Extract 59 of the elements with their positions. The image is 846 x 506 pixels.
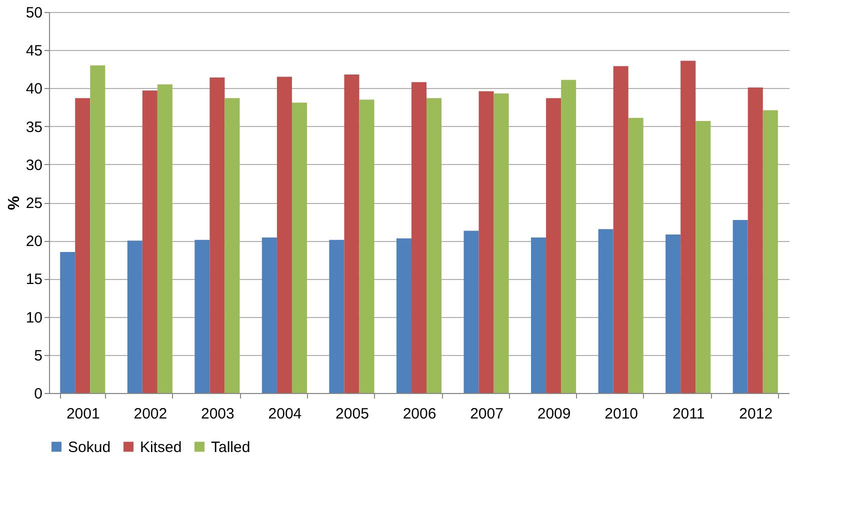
legend-label: Sokud <box>68 438 111 456</box>
x-tick-label: 2007 <box>470 406 504 422</box>
x-tick-label: 2012 <box>739 406 773 422</box>
bar <box>90 65 106 393</box>
y-tick-label: 25 <box>26 195 42 212</box>
y-tick-label: 5 <box>34 347 42 364</box>
y-tick-label: 15 <box>26 271 42 288</box>
bar <box>127 240 142 393</box>
x-tick-label: 2002 <box>134 406 168 422</box>
bar <box>224 98 240 393</box>
bar <box>598 229 614 393</box>
legend-label: Talled <box>211 438 250 456</box>
bar <box>75 98 90 393</box>
bar <box>561 80 576 393</box>
x-tick-label: 2005 <box>336 406 369 422</box>
bar <box>329 240 344 393</box>
y-tick-label: 30 <box>26 156 42 174</box>
y-tick-label: 20 <box>26 233 42 250</box>
bar <box>142 90 158 393</box>
x-tick-label: 2011 <box>672 406 705 422</box>
y-tick-label: 35 <box>26 118 42 136</box>
bar <box>426 98 442 393</box>
bar <box>748 87 763 393</box>
bar <box>613 66 628 393</box>
bar <box>344 74 360 393</box>
bar <box>732 220 748 393</box>
y-tick-label: 10 <box>26 309 42 326</box>
bar <box>60 252 76 393</box>
bar <box>696 120 711 393</box>
bar <box>680 60 696 393</box>
bar <box>531 238 546 393</box>
y-tick-label: 45 <box>26 42 42 60</box>
x-tick-label: 2009 <box>537 406 571 422</box>
bar <box>157 84 172 393</box>
x-tick-label: 2006 <box>402 406 436 422</box>
bar <box>276 76 292 393</box>
bar <box>494 94 509 393</box>
bar <box>359 100 374 393</box>
bar <box>292 102 307 393</box>
bar <box>396 238 412 393</box>
bar <box>546 98 562 393</box>
bar <box>411 82 427 393</box>
bar <box>262 238 277 393</box>
y-tick-label: 50 <box>26 4 42 22</box>
bar <box>666 234 681 393</box>
bar <box>210 78 225 393</box>
x-tick-label: 2003 <box>200 406 234 422</box>
legend-label: Kitsed <box>140 438 182 456</box>
y-tick-label: 0 <box>34 386 42 402</box>
bar <box>478 91 494 393</box>
x-tick-label: 2001 <box>66 406 100 422</box>
bar <box>762 110 778 393</box>
bar <box>628 118 644 393</box>
x-tick-label: 2010 <box>604 406 638 422</box>
bar <box>194 240 210 393</box>
x-tick-label: 2004 <box>268 406 302 422</box>
y-tick-label: 40 <box>26 80 42 98</box>
y-axis-title: % <box>6 196 23 210</box>
bar <box>464 230 479 393</box>
